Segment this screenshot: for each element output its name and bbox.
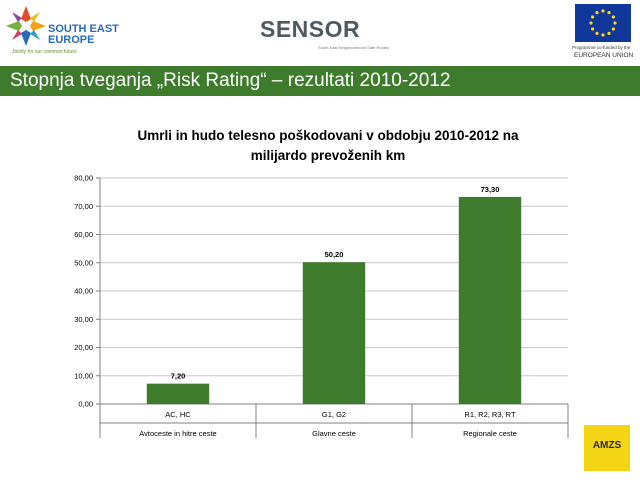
see-tagline: Jointly for our common future [12,49,77,55]
eu-star [591,27,595,31]
bar [146,383,210,404]
slide-title: Stopnja tveganja „Risk Rating“ – rezulta… [10,70,451,91]
eu-star [595,11,599,15]
data-label: 50,20 [325,250,344,259]
chart-title-line-1: Umrli in hudo telesno poškodovani v obdo… [137,128,519,143]
eu-star [607,11,611,15]
eu-stars-icon [589,9,617,37]
eu-star [611,27,615,31]
see-brand-line-1: SOUTH EAST [48,23,119,35]
y-tick-label: 0,00 [78,400,93,409]
y-tick-label: 50,00 [74,258,93,267]
x-group-label: Glavne ceste [312,429,356,438]
y-tick-label: 20,00 [74,343,93,352]
y-tick-label: 30,00 [74,315,93,324]
bar [302,262,366,404]
eu-cofunded-note: Programme co-funded by the [572,45,631,50]
eu-star [595,31,599,35]
y-tick-label: 60,00 [74,230,93,239]
eu-star [613,21,617,25]
y-tick-label: 40,00 [74,287,93,296]
eu-star [611,15,615,19]
title-bar: Stopnja tveganja „Risk Rating“ – rezulta… [0,66,640,96]
amzs-logo-text: AMZS [592,440,622,451]
y-tick-label: 80,00 [74,174,93,183]
sensor-logo: SENSOR South East Neighbourhood Safe Rou… [260,16,389,56]
x-tick-label: R1, R2, R3, RT [464,410,516,419]
see-brand-line-2: EUROPE [48,34,95,46]
eu-flag-icon [575,4,631,42]
data-label: 7,20 [171,372,186,381]
amzs-logo: AMZS [584,425,630,471]
eu-name: EUROPEAN UNION [574,52,634,59]
eu-star [601,9,605,13]
y-tick-label: 70,00 [74,202,93,211]
see-logo: SOUTH EAST EUROPE Jointly for our common… [6,4,132,56]
y-tick-label: 10,00 [74,371,93,380]
data-label: 73,30 [481,185,500,194]
sensor-subtitle: South East Neighbourhood Safe Routes [318,45,390,50]
eu-star [607,31,611,35]
x-group-label: Regionale ceste [463,429,517,438]
x-tick-label: G1, G2 [322,410,346,419]
chart-title-line-2: milijardo prevoženih km [250,148,406,163]
sensor-wordmark: SENSOR [260,16,361,42]
bar [458,196,522,404]
see-star-icon [6,6,46,46]
x-tick-label: AC, HC [165,410,191,419]
x-group-label: Avtoceste in hitre ceste [139,429,216,438]
eu-star [589,21,593,25]
eu-star [591,15,595,19]
eu-logo: Programme co-funded by the EUROPEAN UNIO… [572,4,634,62]
eu-star [601,33,605,37]
